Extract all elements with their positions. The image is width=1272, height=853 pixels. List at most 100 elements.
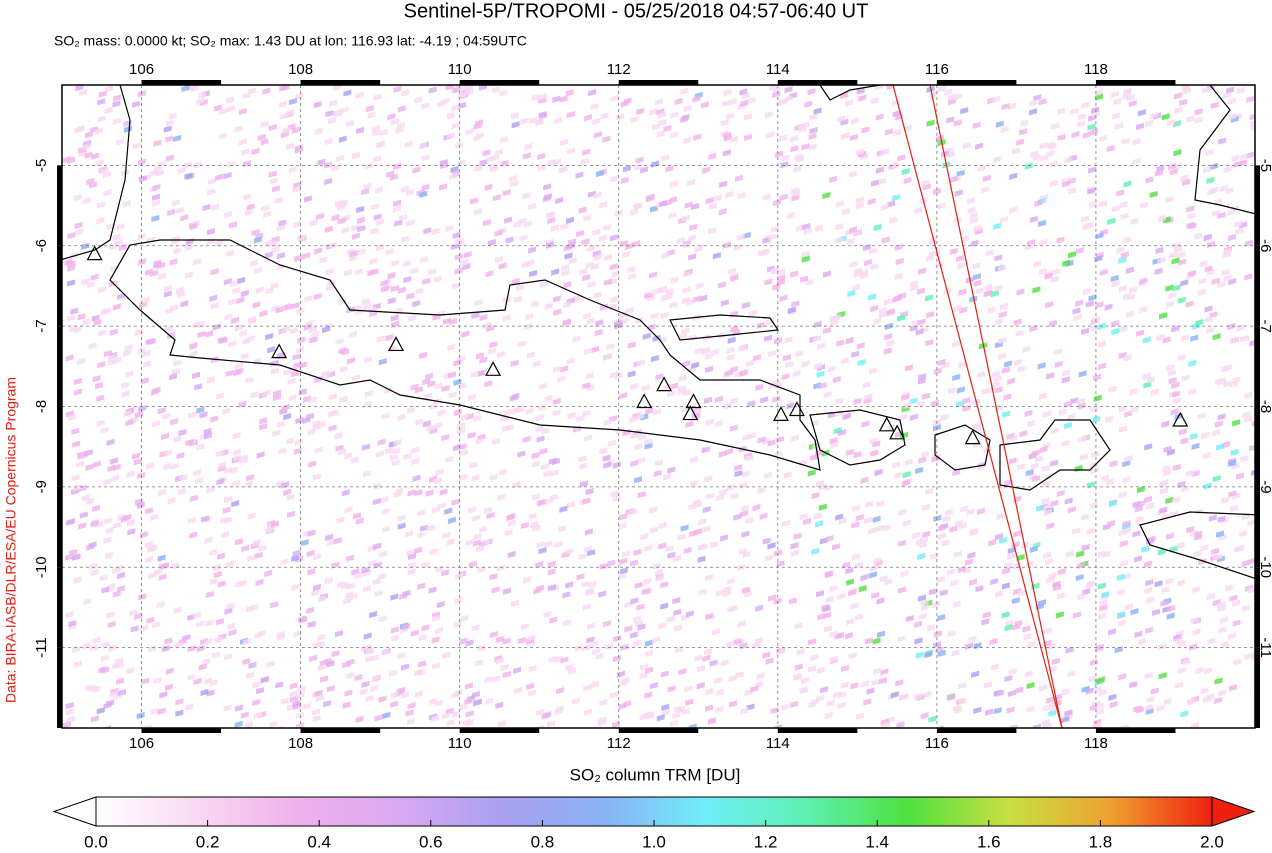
tick-mark [459,728,540,733]
x-tick-label: 118 [1084,735,1108,752]
tick-mark [618,80,699,85]
swath-edge [892,85,1063,728]
tick-mark [300,80,381,85]
colorbar-tick-label: 1.0 [642,832,666,851]
tick-mark [777,728,858,733]
tick-mark [57,486,62,568]
graticule [62,85,1255,728]
pixel-field [62,85,1255,728]
coast-sumbawa [999,419,1111,491]
volcano [788,401,805,417]
colorbar-tick-label: 2.0 [1200,832,1224,851]
colorbar-extend-high [1211,796,1256,827]
coast-bali [809,409,906,466]
tick-mark [1255,245,1260,327]
title: Sentinel-5P/TROPOMI - 05/25/2018 04:57-0… [404,0,869,22]
volcano [388,336,405,352]
colorbar-tick-label: 0.6 [419,832,443,851]
tick-mark [57,245,62,327]
y-tick-label: -7 [33,319,50,332]
tick-mark [1255,567,1260,648]
x-tick-label: 110 [448,735,472,752]
x-tick-label: 112 [607,735,631,752]
y-tick-label: -10 [1257,556,1272,578]
tick-mark [57,165,62,246]
tick-mark [459,80,540,85]
tick-mark [141,728,222,733]
x-tick-label: 116 [925,61,949,78]
coast-lombok [934,424,991,471]
x-tick-label: 110 [448,61,472,78]
coast-madura [669,314,780,341]
volcano-markers [86,245,1189,445]
volcano [636,393,653,409]
tick-mark [936,728,1017,733]
tick-mark [1095,80,1176,85]
coastlines [62,85,1255,728]
volcano [271,343,288,359]
coast-kalimantan [819,85,881,101]
tick-mark [1255,326,1260,407]
tick-mark [57,406,62,487]
tick-mark [777,80,858,85]
y-tick-label: -5 [1257,159,1272,172]
axes: 106 106 108 108 110 110 112 112 114 114 116 116 118 1… [33,61,1272,752]
x-tick-label: 112 [607,61,631,78]
volcano [86,245,103,261]
tick-mark [141,80,222,85]
tick-mark [1255,647,1260,728]
volcano [685,393,702,409]
volcano [1172,411,1189,427]
y-tick-label: -5 [33,159,50,172]
colorbar-tick-label: 1.6 [977,832,1001,851]
tick-mark [1255,165,1260,246]
x-tick-label: 116 [925,735,949,752]
volcano [656,376,673,392]
coast-sumba [1139,511,1255,579]
subtitle: SO₂ mass: 0.0000 kt; SO₂ max: 1.43 DU at… [54,33,527,49]
colorbar-label: SO₂ column TRM [DU] [570,765,741,784]
colorbar-extend-low [52,796,97,827]
volcano [772,406,789,421]
y-tick-label: -10 [33,556,50,578]
colorbar-tick-label: 1.2 [754,832,778,851]
coast-sumatra [62,85,131,261]
x-tick-label: 108 [288,61,313,78]
y-tick-label: -8 [1257,400,1272,413]
tick-mark [300,728,381,733]
y-tick-label: -9 [33,480,50,493]
colorbar-tick-label: 0.0 [84,832,108,851]
x-tick-label: 106 [129,61,154,78]
tick-mark [618,728,699,733]
y-tick-label: -6 [1257,239,1272,252]
y-tick-label: -6 [33,239,50,252]
colorbar-tick-label: 1.8 [1089,832,1113,851]
coast-sulawesi [1194,85,1255,215]
colorbar: 0.0 0.2 0.4 0.6 0.8 1.0 1.2 1.4 1.6 1.8 2.0 [52,796,1256,851]
tick-mark [1255,406,1260,487]
colorbar-tick-label: 0.2 [196,832,220,851]
x-tick-label: 114 [766,61,790,78]
x-tick-label: 114 [766,735,790,752]
volcano [682,405,699,421]
volcano [889,424,906,440]
y-tick-label: -11 [33,637,50,658]
colorbar-tick-label: 0.8 [531,832,555,851]
tick-mark [57,567,62,648]
volcano [964,429,981,445]
tick-mark [57,647,62,728]
volcano [485,361,502,376]
credit: Data: BIRA-IASB/DLR/ESA/EU Copernicus Pr… [3,377,19,703]
tick-mark [57,326,62,407]
swath-edge [929,85,1063,728]
colorbar-tick-label: 0.4 [307,832,331,851]
tick-mark [1255,486,1260,568]
x-tick-label: 106 [129,735,154,752]
x-tick-label: 118 [1084,61,1108,78]
y-tick-label: -8 [33,400,50,413]
volcano [878,416,895,432]
y-tick-label: -11 [1257,637,1272,658]
coast-java [109,239,821,471]
y-tick-label: -7 [1257,319,1272,332]
